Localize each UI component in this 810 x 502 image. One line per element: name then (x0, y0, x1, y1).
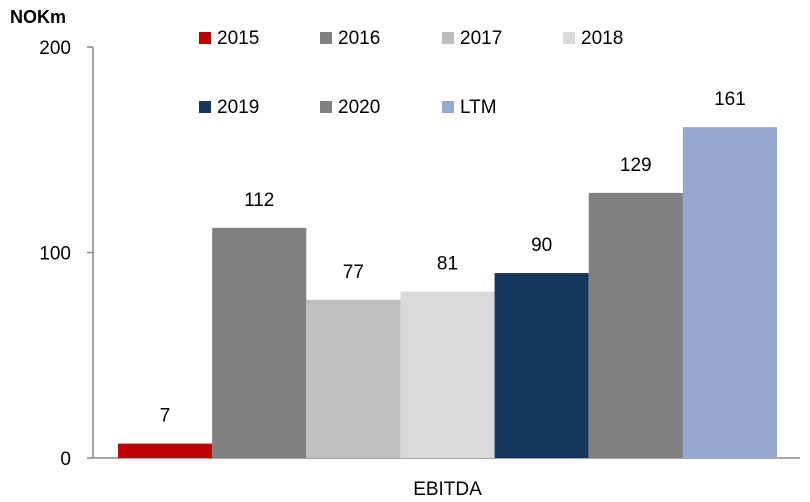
legend-label: 2015 (217, 28, 259, 49)
bar (682, 127, 777, 459)
legend-label: LTM (460, 97, 497, 118)
legend-swatch (320, 101, 332, 113)
data-label: 81 (437, 254, 458, 275)
bar (588, 192, 683, 458)
data-label: 112 (244, 190, 274, 211)
legend-swatch (199, 32, 211, 44)
legend-swatch (563, 32, 575, 44)
data-label: 7 (160, 406, 171, 427)
legend-swatch (442, 101, 454, 113)
bar (118, 443, 213, 458)
y-axis-label: NOKm (10, 7, 66, 27)
y-tick-label: 0 (60, 449, 71, 470)
bar (494, 273, 589, 458)
data-label: 77 (343, 262, 364, 283)
legend-label: 2017 (460, 28, 502, 49)
legend-label: 2018 (581, 28, 623, 49)
data-label: 161 (714, 89, 746, 110)
legend-label: 2016 (338, 28, 380, 49)
legend-label: 2020 (338, 97, 380, 118)
bar (306, 299, 401, 458)
y-tick-label: 100 (39, 244, 71, 265)
legend-label: 2019 (217, 97, 259, 118)
legend-swatch (320, 32, 332, 44)
x-tick-label: EBITDA (413, 479, 482, 500)
legend-swatch (442, 32, 454, 44)
bar (400, 291, 495, 458)
legend-swatch (199, 101, 211, 113)
data-label: 90 (531, 235, 552, 256)
data-label: 129 (620, 155, 652, 176)
bar (212, 227, 307, 458)
y-tick-label: 200 (39, 38, 71, 59)
